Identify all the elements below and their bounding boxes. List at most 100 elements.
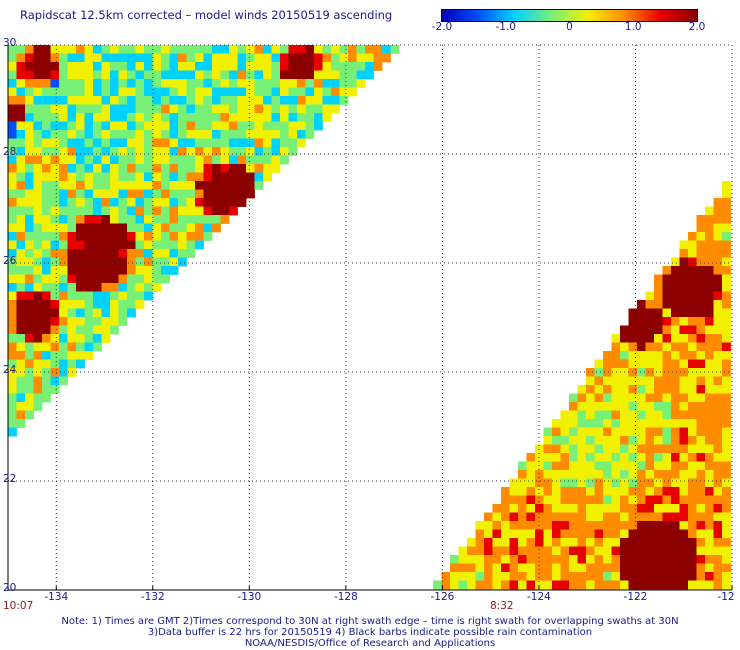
- wind-cell: [586, 521, 595, 530]
- wind-cell: [603, 436, 612, 445]
- wind-cell: [331, 45, 340, 54]
- wind-cell: [127, 121, 136, 131]
- wind-cell: [152, 189, 162, 199]
- latitude-label: 28: [3, 146, 17, 158]
- longitude-label: -134: [44, 591, 69, 603]
- wind-cell: [569, 393, 578, 403]
- wind-cell: [637, 453, 646, 462]
- wind-cell: [603, 359, 612, 369]
- wind-cell: [560, 444, 570, 454]
- wind-cell: [654, 334, 663, 343]
- wind-cell: [722, 580, 731, 590]
- wind-cell: [603, 410, 612, 420]
- wind-cell: [25, 113, 34, 122]
- wind-cell: [42, 206, 51, 216]
- wind-cell: [8, 240, 17, 250]
- wind-cell: [220, 45, 230, 54]
- wind-cell: [645, 444, 655, 454]
- wind-cell: [705, 215, 714, 224]
- wind-cell: [203, 215, 213, 224]
- wind-cell: [518, 580, 527, 590]
- wind-cell: [101, 308, 111, 318]
- wind-cell: [229, 45, 238, 54]
- wind-cell: [42, 181, 51, 190]
- wind-cell: [705, 410, 714, 420]
- wind-cell: [280, 45, 289, 54]
- wind-cell: [25, 351, 34, 360]
- wind-cell: [705, 572, 714, 581]
- wind-cell: [637, 410, 646, 420]
- wind-cell: [637, 385, 646, 394]
- wind-cell: [16, 130, 26, 139]
- wind-cell: [637, 470, 646, 479]
- wind-cell: [135, 155, 145, 165]
- wind-cell: [76, 62, 85, 71]
- wind-cell: [67, 283, 77, 292]
- wind-cell: [696, 419, 706, 428]
- wind-cell: [645, 410, 655, 420]
- wind-cell: [152, 249, 162, 258]
- wind-cell: [203, 198, 213, 207]
- wind-cell: [246, 172, 255, 182]
- wind-cell: [662, 478, 672, 488]
- wind-cell: [620, 427, 629, 437]
- wind-cell: [16, 223, 26, 233]
- wind-cell: [569, 487, 578, 496]
- wind-cell: [25, 232, 34, 241]
- wind-cell: [84, 308, 94, 318]
- wind-cell: [509, 478, 519, 488]
- wind-cell: [25, 300, 34, 309]
- wind-cell: [560, 436, 570, 445]
- wind-cell: [42, 113, 51, 122]
- wind-cell: [33, 45, 43, 54]
- wind-cell: [637, 546, 646, 556]
- wind-cell: [688, 555, 697, 564]
- wind-cell: [59, 172, 68, 182]
- plot-title: Rapidscat 12.5km corrected – model winds…: [20, 8, 393, 22]
- wind-cell: [203, 155, 213, 165]
- wind-cell: [552, 444, 561, 454]
- wind-cell: [84, 274, 94, 284]
- wind-cell: [50, 181, 60, 190]
- wind-cell: [50, 300, 60, 309]
- latitude-label: 26: [3, 255, 17, 267]
- wind-cell: [101, 325, 111, 335]
- wind-cell: [152, 45, 162, 54]
- wind-cell: [671, 359, 680, 369]
- wind-cell: [16, 155, 26, 165]
- wind-cell: [127, 232, 136, 241]
- wind-cell: [178, 147, 187, 156]
- wind-cell: [637, 504, 646, 513]
- wind-cell: [25, 181, 34, 190]
- wind-cell: [203, 138, 213, 148]
- wind-cell: [84, 291, 94, 301]
- wind-cell: [84, 317, 94, 326]
- wind-cell: [67, 164, 77, 173]
- wind-cell: [628, 521, 638, 530]
- wind-cell: [152, 181, 162, 190]
- wind-cell: [50, 113, 60, 122]
- wind-cell: [628, 512, 638, 522]
- wind-cell: [178, 198, 187, 207]
- wind-cell: [169, 96, 179, 105]
- wind-cell: [135, 53, 145, 63]
- wind-cell: [220, 79, 230, 88]
- wind-cell: [8, 87, 17, 97]
- wind-cell: [76, 155, 85, 165]
- wind-cell: [25, 206, 34, 216]
- wind-cell: [195, 155, 204, 165]
- wind-cell: [101, 96, 111, 105]
- wind-cell: [8, 266, 17, 275]
- wind-cell: [76, 351, 85, 360]
- wind-cell: [127, 96, 136, 105]
- wind-cell: [722, 249, 731, 258]
- wind-cell: [178, 172, 187, 182]
- wind-cell: [705, 461, 714, 471]
- wind-cell: [688, 487, 697, 496]
- wind-cell: [8, 419, 17, 428]
- wind-cell: [8, 62, 17, 71]
- wind-cell: [722, 317, 731, 326]
- wind-cell: [169, 257, 179, 267]
- wind-cell: [25, 147, 34, 156]
- longitude-label: -126: [430, 591, 455, 603]
